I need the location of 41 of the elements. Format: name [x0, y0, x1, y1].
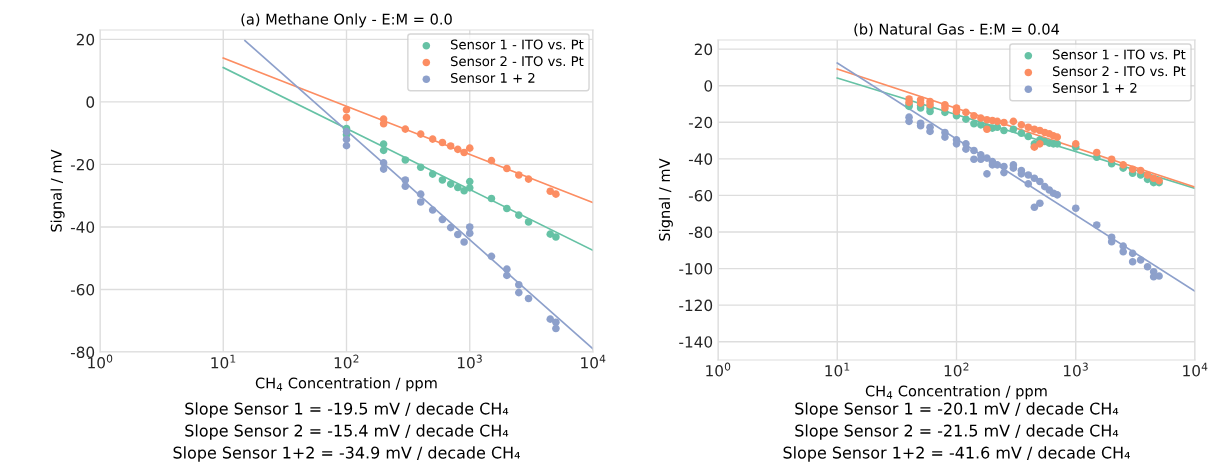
y-tick-label: -60 [688, 189, 713, 202]
legend-label: Sensor 1 - ITO vs. Pt [1052, 49, 1186, 60]
chart-title: (a) Methane Only - E:M = 0.0 [241, 13, 452, 28]
x-tick-label: 10$^{2}$ [944, 362, 969, 377]
x-tick-label: 10$^{3}$ [1063, 362, 1088, 377]
y-tick-label: -20 [688, 116, 713, 129]
legend-label: Sensor 2 - ITO vs. Pt [450, 56, 584, 67]
text: Slope Sensor 2 = -15.4 mV / decade CH₄ [185, 424, 509, 440]
text: Slope Sensor 1 = -20.1 mV / decade CH₄ [795, 402, 1119, 418]
y-tick-label: 20 [694, 43, 713, 56]
y-tick-label: -20 [70, 158, 95, 171]
x-tick-label: 10$^{4}$ [581, 354, 606, 369]
text: Slope Sensor 1+2 = -41.6 mV / decade CH₄ [783, 446, 1130, 462]
legend-label: Sensor 2 - ITO vs. Pt [1052, 66, 1186, 77]
x-tick-label: 10$^{4}$ [1183, 362, 1208, 377]
x-tick-label: 10$^{2}$ [334, 354, 359, 369]
text: Slope Sensor 1 = -19.5 mV / decade CH₄ [185, 402, 509, 418]
y-tick-label: 0 [704, 80, 713, 92]
y-tick-label: 0 [86, 96, 95, 108]
legend-label: Sensor 1 + 2 [450, 72, 535, 83]
y-tick-label: -120 [679, 299, 713, 312]
chart-title: (b) Natural Gas - E:M = 0.04 [854, 23, 1060, 37]
x-axis-title: CH$_{4}$ Concentration / ppm [255, 377, 437, 392]
legend-label: Sensor 1 + 2 [1052, 82, 1137, 93]
x-tick-label: 10$^{1}$ [211, 354, 236, 369]
y-tick-label: -60 [70, 283, 95, 296]
x-tick-label: 10$^{0}$ [706, 362, 731, 377]
y-tick-label: -140 [679, 336, 713, 348]
x-axis-title: CH$_{4}$ Concentration / ppm [865, 385, 1047, 400]
x-tick-label: 10$^{3}$ [457, 354, 482, 369]
text: Slope Sensor 2 = -21.5 mV / decade CH₄ [795, 424, 1119, 440]
legend-label: Sensor 1 - ITO vs. Pt [450, 39, 584, 50]
y-tick-label: -40 [688, 153, 713, 165]
y-axis-title: Signal / mV [50, 149, 65, 232]
y-tick-label: -40 [70, 221, 95, 233]
y-tick-label: -100 [679, 263, 713, 275]
y-axis-title: Signal / mV [658, 158, 673, 241]
y-tick-label: -80 [688, 226, 713, 239]
x-tick-label: 10$^{1}$ [825, 362, 850, 377]
y-tick-label: 20 [76, 33, 95, 46]
text: Slope Sensor 1+2 = -34.9 mV / decade CH₄ [173, 446, 520, 462]
